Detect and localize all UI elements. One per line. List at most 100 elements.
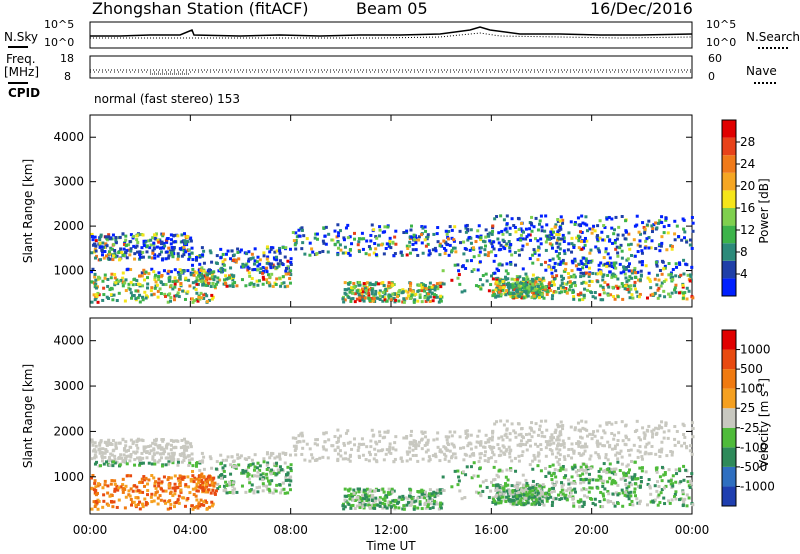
power-cell bbox=[261, 271, 265, 275]
velocity-cell bbox=[563, 457, 567, 461]
velocity-cell bbox=[138, 458, 142, 462]
power-cell bbox=[275, 255, 279, 259]
power-cell bbox=[198, 255, 202, 259]
velocity-cell bbox=[539, 419, 543, 423]
power-cell bbox=[572, 275, 576, 279]
velocity-cell bbox=[176, 460, 180, 464]
power-cell bbox=[561, 258, 565, 262]
velocity-cell bbox=[161, 438, 165, 442]
velocity-cell bbox=[517, 433, 521, 437]
power-cell bbox=[602, 287, 606, 291]
velocity-cell bbox=[408, 441, 412, 445]
velocity-cell bbox=[231, 465, 235, 469]
power-cell bbox=[197, 274, 201, 278]
power-cell bbox=[150, 293, 154, 297]
velocity-cell bbox=[258, 468, 262, 472]
velocity-cell bbox=[664, 484, 668, 488]
power-cell bbox=[573, 257, 577, 261]
velocity-cell bbox=[685, 446, 689, 450]
velocity-cell bbox=[410, 429, 414, 433]
velocity-cell bbox=[554, 497, 558, 501]
velocity-cell bbox=[629, 459, 633, 463]
velocity-cell bbox=[468, 454, 472, 458]
power-cell bbox=[435, 232, 439, 236]
velocity-cell bbox=[98, 447, 102, 451]
velocity-cell bbox=[607, 492, 611, 496]
colorbar-swatch bbox=[722, 120, 736, 138]
velocity-cell bbox=[504, 500, 508, 504]
velocity-cell bbox=[94, 485, 98, 489]
velocity-cell bbox=[324, 431, 328, 435]
power-cell bbox=[655, 283, 659, 287]
tick-1e5-right: 10^5 bbox=[706, 18, 737, 31]
velocity-cell bbox=[167, 452, 171, 456]
velocity-cell bbox=[435, 488, 439, 492]
power-cell bbox=[486, 232, 490, 236]
velocity-cell bbox=[630, 499, 634, 503]
power-cell bbox=[624, 219, 628, 223]
velocity-cell bbox=[508, 432, 512, 436]
velocity-cell bbox=[259, 473, 263, 477]
velocity-cell bbox=[679, 497, 683, 501]
velocity-cell bbox=[205, 482, 209, 486]
power-cell bbox=[93, 284, 97, 288]
power-cell bbox=[191, 281, 195, 285]
velocity-cell bbox=[200, 472, 204, 476]
y-tick-label: 2000 bbox=[53, 424, 84, 438]
velocity-cell bbox=[539, 443, 543, 447]
power-cell bbox=[560, 278, 564, 282]
power-cell bbox=[416, 299, 420, 303]
velocity-cell bbox=[408, 457, 412, 461]
velocity-cell bbox=[640, 466, 644, 470]
power-cell bbox=[116, 282, 120, 286]
velocity-cell bbox=[392, 498, 396, 502]
power-cell bbox=[389, 294, 393, 298]
velocity-cell bbox=[287, 478, 291, 482]
power-cell bbox=[534, 280, 538, 284]
power-cell bbox=[541, 286, 545, 290]
power-cell bbox=[271, 284, 275, 288]
velocity-cell bbox=[445, 438, 449, 442]
velocity-cell bbox=[585, 428, 589, 432]
colorbar-swatch bbox=[722, 278, 736, 296]
velocity-cell bbox=[322, 447, 326, 451]
velocity-cell bbox=[669, 482, 673, 486]
velocity-cell bbox=[226, 455, 230, 459]
velocity-cell bbox=[469, 442, 473, 446]
velocity-cell bbox=[565, 489, 569, 493]
power-cell bbox=[519, 233, 523, 237]
velocity-cell bbox=[463, 452, 467, 456]
velocity-cells bbox=[90, 419, 695, 511]
power-cell bbox=[424, 287, 428, 291]
power-cell bbox=[303, 252, 307, 256]
velocity-cell bbox=[174, 500, 178, 504]
power-cell bbox=[122, 253, 126, 257]
power-cell bbox=[219, 247, 223, 251]
velocity-cell bbox=[180, 438, 184, 442]
power-cell bbox=[414, 248, 418, 252]
velocity-cell bbox=[511, 489, 515, 493]
velocity-cell bbox=[633, 494, 637, 498]
velocity-cell bbox=[561, 492, 565, 496]
power-cell bbox=[274, 257, 278, 261]
power-cell bbox=[372, 297, 376, 301]
velocity-cell bbox=[348, 497, 352, 501]
velocity-cell bbox=[662, 486, 666, 490]
power-cell bbox=[389, 246, 393, 250]
velocity-cell bbox=[555, 438, 559, 442]
velocity-cell bbox=[521, 450, 525, 454]
power-cell bbox=[287, 272, 291, 276]
velocity-cell bbox=[650, 429, 654, 433]
velocity-cell bbox=[593, 497, 597, 501]
power-cell bbox=[440, 244, 444, 248]
velocity-cell bbox=[333, 435, 337, 439]
velocity-cell bbox=[95, 501, 99, 505]
velocity-cell bbox=[587, 481, 591, 485]
velocity-cell bbox=[100, 459, 104, 463]
power-cell bbox=[427, 253, 431, 257]
velocity-cell bbox=[548, 448, 552, 452]
power-cell bbox=[438, 281, 442, 285]
power-cell bbox=[356, 289, 360, 293]
power-cell bbox=[630, 271, 634, 275]
velocity-cell bbox=[498, 492, 502, 496]
